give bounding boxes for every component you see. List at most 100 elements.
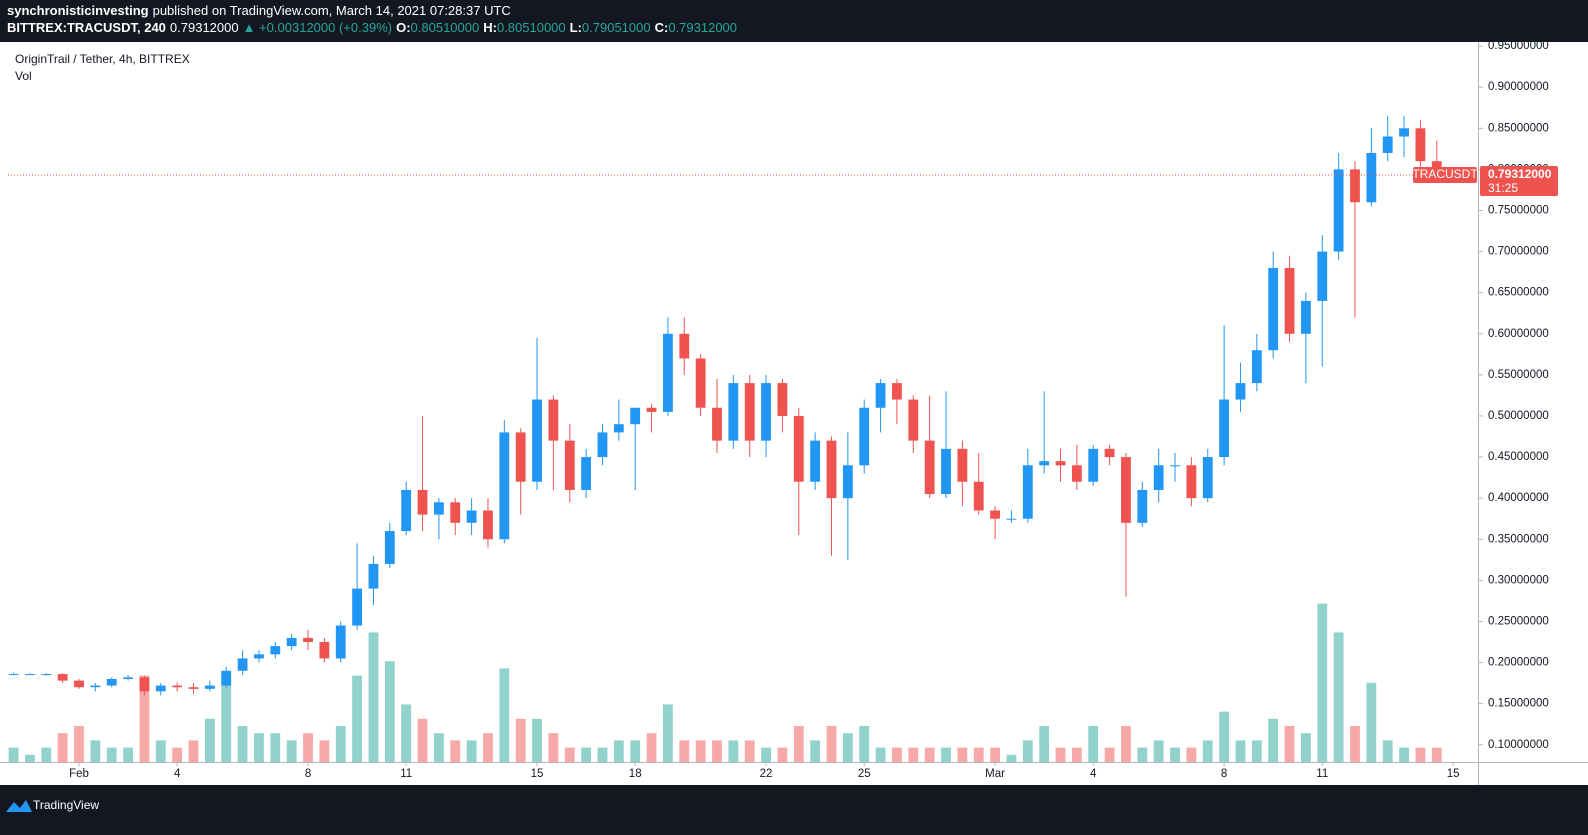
- header-bar: [0, 0, 1588, 42]
- volume-bar: [204, 718, 215, 762]
- volume-bar: [581, 747, 592, 762]
- volume-bar: [1333, 632, 1344, 762]
- candle-body: [744, 383, 755, 441]
- volume-bar: [1071, 747, 1082, 762]
- footer-bar: [0, 785, 1588, 835]
- candle-body: [1350, 169, 1360, 203]
- volume-bar: [842, 733, 853, 762]
- y-tick-label: 0.95000000: [1488, 40, 1549, 52]
- ohlc-label: H:: [483, 20, 497, 35]
- volume-bar: [1202, 740, 1213, 762]
- volume-bar: [188, 740, 199, 762]
- candle-body: [335, 625, 346, 659]
- brand[interactable]: TradingView: [33, 798, 99, 812]
- candle-body: [123, 677, 133, 679]
- y-tick-label: 0.70000000: [1488, 246, 1549, 258]
- volume-bar: [973, 747, 984, 762]
- volume-bar: [810, 740, 821, 762]
- candle-body: [74, 680, 84, 688]
- volume-bar: [761, 747, 771, 762]
- candle-body: [254, 654, 264, 659]
- candle-body: [41, 674, 52, 676]
- price: 0.79312000: [170, 20, 239, 35]
- legend-title: OriginTrail / Tether, 4h, BITTREX: [15, 52, 190, 66]
- ohlc-label: C:: [655, 20, 669, 35]
- volume-bar: [1366, 682, 1377, 762]
- last-price-label: 0.79312000: [1488, 167, 1552, 181]
- candle-body: [1317, 251, 1328, 301]
- candle-body: [1284, 268, 1295, 334]
- candle-body: [564, 440, 575, 490]
- candle-body: [613, 424, 624, 433]
- plot: 0.10000000 0.15000000 0.20000000 0.25000000…: [8, 40, 1558, 780]
- volume-bar: [1268, 718, 1279, 762]
- volume-bar: [712, 740, 722, 762]
- volume-bar: [1284, 726, 1295, 762]
- candle-body: [499, 432, 510, 540]
- candle-body: [368, 563, 379, 589]
- candle-body: [1300, 300, 1311, 334]
- volume-bar: [695, 740, 706, 762]
- last-price-symbol-box: [1413, 167, 1477, 184]
- candle-body: [417, 489, 428, 515]
- candle-body: [1006, 518, 1017, 520]
- volume-bar: [744, 740, 755, 762]
- volume-bar: [41, 747, 52, 762]
- candle-body: [924, 440, 935, 495]
- volume-bar: [499, 668, 510, 762]
- candle-body: [8, 674, 19, 676]
- candle-body: [483, 510, 493, 540]
- y-tick-label: 0.25000000: [1488, 615, 1549, 627]
- volume-bar: [777, 747, 788, 762]
- volume-bar: [286, 740, 297, 762]
- candle-body: [1121, 457, 1131, 523]
- volume-bar: [401, 704, 412, 762]
- y-tick-label: 0.30000000: [1488, 574, 1549, 586]
- candle-body: [1186, 465, 1197, 499]
- candle-body: [1153, 465, 1164, 490]
- volume-bar: [8, 747, 19, 762]
- candle-body: [155, 685, 166, 692]
- volume-bar: [515, 718, 526, 762]
- volume-bar: [270, 733, 281, 762]
- candle-body: [1104, 448, 1115, 458]
- author: synchronisticinvesting: [7, 3, 149, 18]
- volume-bar: [172, 747, 183, 762]
- candle-body: [1137, 489, 1148, 523]
- volume-bar: [221, 675, 232, 762]
- y-tick-label: 0.45000000: [1488, 451, 1549, 463]
- y-tick-label: 0.60000000: [1488, 328, 1549, 340]
- candle-body: [286, 637, 297, 647]
- candle-body: [973, 481, 984, 511]
- volume-bar: [106, 747, 117, 762]
- candle-body: [842, 465, 853, 499]
- volume-bar: [155, 740, 166, 762]
- ohlc-label: O:: [396, 20, 410, 35]
- candle-body: [1333, 169, 1344, 252]
- candle-body: [319, 642, 330, 659]
- candle-body: [433, 502, 444, 515]
- ohlc-value: 0.80510000: [411, 20, 480, 35]
- volume-bar: [1006, 754, 1017, 762]
- candle-body: [892, 383, 902, 400]
- volume-bar: [139, 675, 150, 762]
- volume-bar: [1382, 740, 1393, 762]
- countdown: 31:25: [1488, 181, 1518, 195]
- candle-body: [25, 674, 35, 676]
- candle-body: [90, 685, 101, 688]
- candle-body: [908, 399, 919, 441]
- candle-body: [597, 432, 608, 458]
- volume-bar: [90, 740, 101, 762]
- volume-bar: [597, 747, 608, 762]
- x-tick-label: 15: [1447, 768, 1460, 780]
- volume-bar: [1235, 740, 1246, 762]
- volume-bar: [1104, 747, 1115, 762]
- ohlc-value: 0.79051000: [582, 20, 651, 35]
- candle-body: [1022, 465, 1033, 519]
- candle-body: [1071, 465, 1082, 482]
- volume-bar: [1300, 733, 1311, 762]
- candle-body: [237, 658, 248, 671]
- candle-body: [548, 399, 559, 441]
- y-tick-label: 0.65000000: [1488, 287, 1549, 299]
- candle-body: [663, 333, 673, 412]
